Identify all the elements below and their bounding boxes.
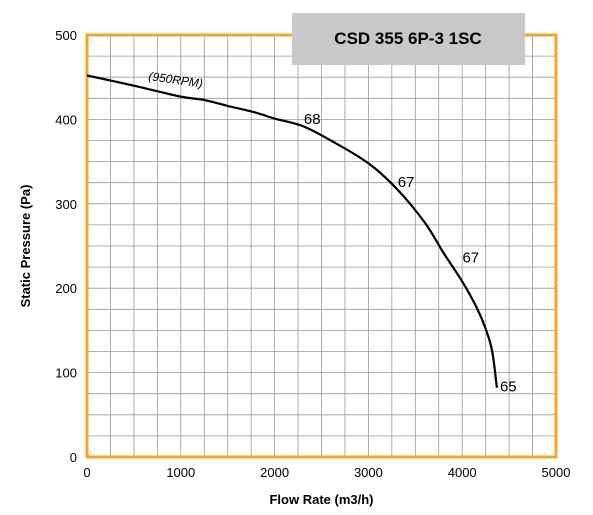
x-tick-label: 1000 xyxy=(166,465,195,480)
rpm-label: (950RPM) xyxy=(148,69,204,90)
y-tick-label: 300 xyxy=(55,197,77,212)
x-axis-title: Flow Rate (m3/h) xyxy=(269,492,373,507)
y-tick-label: 200 xyxy=(55,281,77,296)
title-background xyxy=(292,13,525,65)
y-axis-title: Static Pressure (Pa) xyxy=(18,185,33,308)
curve-annotation: 68 xyxy=(304,111,321,128)
y-tick-label: 100 xyxy=(55,366,77,381)
x-tick-label: 0 xyxy=(83,465,90,480)
x-tick-label: 3000 xyxy=(354,465,383,480)
tick-labels: 0 1000 2000 3000 4000 5000 0 100 200 300 400 500 xyxy=(55,28,570,480)
curve-annotations: 68 67 67 65 xyxy=(304,111,517,396)
title-box: CSD 355 6P-3 1SC xyxy=(292,13,525,65)
curve-annotation: 67 xyxy=(462,249,479,266)
x-tick-label: 5000 xyxy=(542,465,571,480)
curve-annotation: 65 xyxy=(500,378,517,395)
grid xyxy=(87,35,556,457)
y-tick-label: 500 xyxy=(55,28,77,43)
x-tick-label: 2000 xyxy=(260,465,289,480)
y-tick-label: 0 xyxy=(70,450,77,465)
y-tick-label: 400 xyxy=(55,112,77,127)
x-tick-label: 4000 xyxy=(448,465,477,480)
performance-curve xyxy=(86,74,498,388)
curve-annotation: 67 xyxy=(398,174,415,191)
chart-title: CSD 355 6P-3 1SC xyxy=(334,29,481,48)
